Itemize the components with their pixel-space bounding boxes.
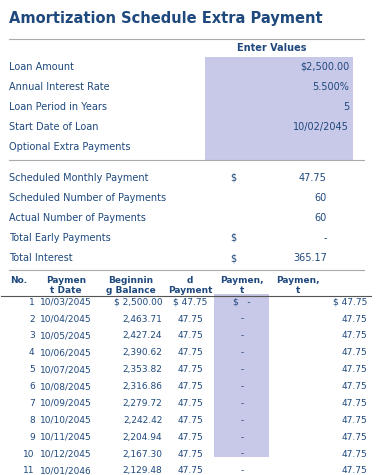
Text: -: - [240,382,243,391]
Text: 2,463.71: 2,463.71 [122,314,162,323]
Text: 47.75: 47.75 [342,365,367,374]
Text: -: - [240,314,243,323]
Text: 47.75: 47.75 [177,314,203,323]
Text: 2,167.30: 2,167.30 [122,449,162,458]
Text: -: - [240,433,243,442]
Text: $: $ [230,233,237,243]
Text: 47.75: 47.75 [342,314,367,323]
Text: Scheduled Monthly Payment: Scheduled Monthly Payment [9,173,148,183]
Text: 47.75: 47.75 [342,399,367,408]
Text: 47.75: 47.75 [177,348,203,357]
Text: 3: 3 [29,332,35,341]
Text: Paymen
t Date: Paymen t Date [46,276,86,295]
Text: 10/10/2045: 10/10/2045 [40,416,92,425]
Text: d
Payment: d Payment [168,276,212,295]
Text: 9: 9 [29,433,35,442]
Text: 7: 7 [29,399,35,408]
Text: 365.17: 365.17 [293,253,327,263]
Text: 10/08/2045: 10/08/2045 [40,382,92,391]
Text: 47.75: 47.75 [342,382,367,391]
Text: 60: 60 [315,193,327,203]
Text: 10/12/2045: 10/12/2045 [40,449,92,458]
Text: 47.75: 47.75 [342,332,367,341]
Text: $: $ [230,253,237,263]
Text: 47.75: 47.75 [177,382,203,391]
Text: 10/11/2045: 10/11/2045 [40,433,92,442]
Text: 2,316.86: 2,316.86 [122,382,162,391]
Text: Amortization Schedule Extra Payment: Amortization Schedule Extra Payment [9,11,323,27]
Text: 47.75: 47.75 [342,348,367,357]
Text: 5: 5 [343,102,349,112]
Text: 2: 2 [29,314,35,323]
Text: 8: 8 [29,416,35,425]
Text: -: - [240,399,243,408]
Text: 60: 60 [315,213,327,223]
Text: 2,204.94: 2,204.94 [122,433,162,442]
Text: 47.75: 47.75 [177,449,203,458]
Text: 10: 10 [23,449,35,458]
Text: Loan Amount: Loan Amount [9,62,74,72]
Text: 10/09/2045: 10/09/2045 [40,399,92,408]
Text: 47.75: 47.75 [177,399,203,408]
Text: $   -: $ - [233,298,250,307]
Text: 10/07/2045: 10/07/2045 [40,365,92,374]
Text: $ 47.75: $ 47.75 [173,298,207,307]
Text: Loan Period in Years: Loan Period in Years [9,102,107,112]
Text: 2,390.62: 2,390.62 [122,348,162,357]
Text: -: - [240,416,243,425]
Text: 47.75: 47.75 [177,416,203,425]
Text: Start Date of Loan: Start Date of Loan [9,122,98,132]
Text: 47.75: 47.75 [342,416,367,425]
Text: 47.75: 47.75 [342,433,367,442]
Text: Beginnin
g Balance: Beginnin g Balance [106,276,156,295]
Text: 2,279.72: 2,279.72 [122,399,162,408]
Text: Paymen,
t: Paymen, t [277,276,320,295]
FancyBboxPatch shape [205,57,353,160]
Text: 6: 6 [29,382,35,391]
Text: $2,500.00: $2,500.00 [300,62,349,72]
Text: Total Interest: Total Interest [9,253,73,263]
Text: -: - [240,348,243,357]
Text: $ 47.75: $ 47.75 [333,298,367,307]
Text: 4: 4 [29,348,35,357]
Text: Annual Interest Rate: Annual Interest Rate [9,82,110,92]
Text: 47.75: 47.75 [299,173,327,183]
Text: Optional Extra Payments: Optional Extra Payments [9,142,130,152]
Text: -: - [240,332,243,341]
Text: 10/04/2045: 10/04/2045 [40,314,92,323]
Text: 47.75: 47.75 [342,466,367,475]
Text: 2,427.24: 2,427.24 [123,332,162,341]
Text: No.: No. [11,276,28,285]
Text: -: - [240,365,243,374]
Text: 1: 1 [29,298,35,307]
Text: -: - [323,233,327,243]
Text: 47.75: 47.75 [177,365,203,374]
Text: 10/05/2045: 10/05/2045 [40,332,92,341]
Text: -: - [240,466,243,475]
Text: Enter Values: Enter Values [237,43,306,53]
Text: 10/03/2045: 10/03/2045 [40,298,92,307]
Text: 5.500%: 5.500% [312,82,349,92]
Text: $: $ [230,173,237,183]
Text: 2,353.82: 2,353.82 [122,365,162,374]
Text: 11: 11 [23,466,35,475]
Text: 47.75: 47.75 [177,332,203,341]
Text: Scheduled Number of Payments: Scheduled Number of Payments [9,193,166,203]
Text: 2,129.48: 2,129.48 [122,466,162,475]
Text: 5: 5 [29,365,35,374]
Text: 10/06/2045: 10/06/2045 [40,348,92,357]
Text: 47.75: 47.75 [177,466,203,475]
Text: Total Early Payments: Total Early Payments [9,233,110,243]
FancyBboxPatch shape [214,294,269,475]
Text: $ 2,500.00: $ 2,500.00 [113,298,162,307]
Text: Actual Number of Payments: Actual Number of Payments [9,213,145,223]
Text: 10/02/2045: 10/02/2045 [293,122,349,132]
Text: 47.75: 47.75 [342,449,367,458]
Text: 10/01/2046: 10/01/2046 [40,466,92,475]
Text: -: - [240,449,243,458]
Text: Paymen,
t: Paymen, t [220,276,264,295]
Text: 2,242.42: 2,242.42 [123,416,162,425]
Text: 47.75: 47.75 [177,433,203,442]
